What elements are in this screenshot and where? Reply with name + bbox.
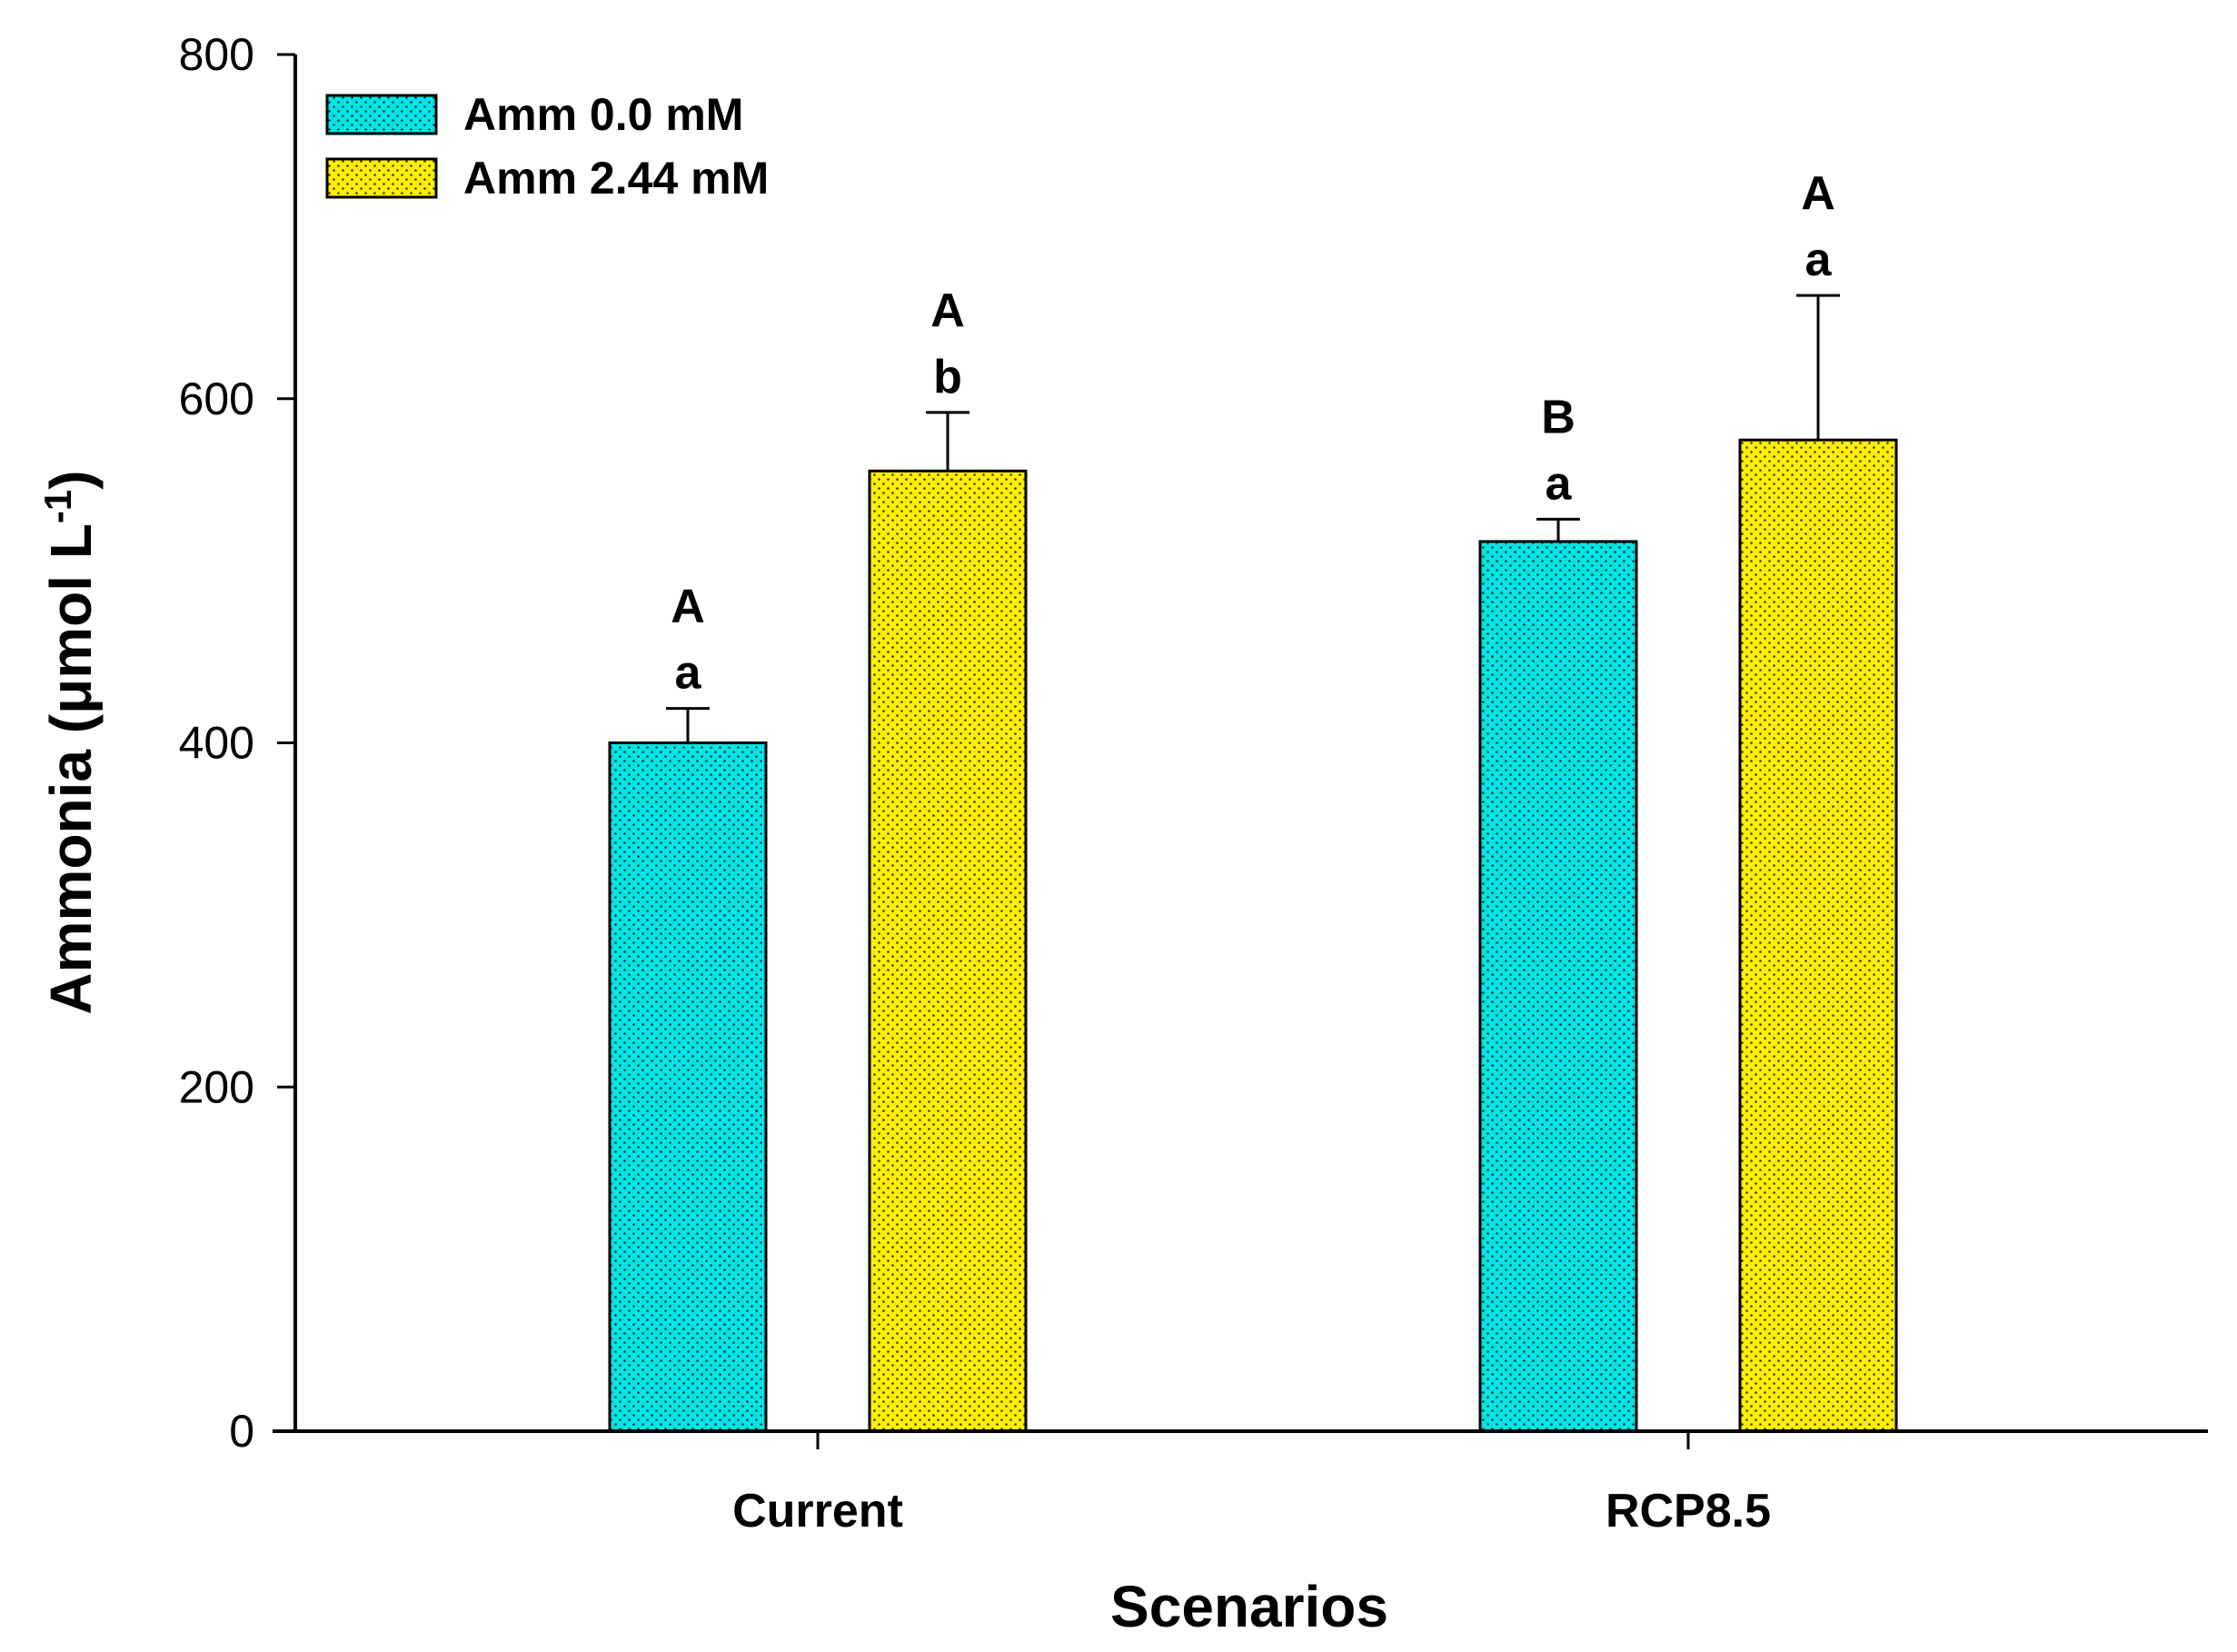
bar-rcp8-5-amm-0-0-mm	[1478, 540, 1638, 1433]
bar-current-amm-2-44-mm	[868, 469, 1028, 1433]
bar-rcp8-5-amm-0-0-mm-upper-letter: B	[1541, 391, 1576, 443]
bar-rcp8-5-amm-2-44-mm-upper-letter: A	[1801, 167, 1835, 220]
y-axis-title: Ammonia (μmol L-1)	[36, 470, 104, 1014]
bars-layer	[608, 438, 1898, 1433]
y-axis-title-main: Ammonia (μmol L	[38, 523, 104, 1015]
x-axis-title: Scenarios	[1110, 1574, 1388, 1639]
bar-current-amm-2-44-mm-lower-letter: b	[933, 351, 962, 403]
legend-label-amm-0: Amm 0.0 mM	[463, 89, 743, 140]
x-tick-label-current: Current	[732, 1485, 903, 1538]
x-ticks: Current RCP8.5	[732, 1431, 1771, 1538]
legend-swatch-amm-2-44	[325, 157, 438, 199]
y-tick-label-200: 200	[179, 1061, 254, 1112]
y-tick-label-600: 600	[179, 373, 254, 424]
y-ticks: 0 200 400 600 800	[179, 29, 295, 1457]
y-tick-label-800: 800	[179, 29, 254, 80]
bar-rcp8-5-amm-2-44-mm	[1738, 438, 1898, 1433]
legend-swatch-amm-0	[325, 94, 438, 135]
bar-current-amm-0-0-mm-upper-letter: A	[671, 581, 705, 633]
x-tick-label-rcp8-5: RCP8.5	[1606, 1485, 1771, 1538]
y-tick-label-400: 400	[179, 718, 254, 769]
legend: Amm 0.0 mM Amm 2.44 mM	[325, 89, 769, 204]
y-tick-label-0: 0	[229, 1406, 254, 1457]
legend-label-amm-2-44: Amm 2.44 mM	[463, 153, 769, 204]
y-axis-title-superscript: -1	[36, 490, 79, 523]
y-axis-title-close: )	[38, 470, 104, 489]
bar-current-amm-2-44-mm-upper-letter: A	[930, 284, 965, 337]
bar-current-amm-0-0-mm-lower-letter: a	[675, 647, 702, 700]
bar-rcp8-5-amm-2-44-mm-lower-letter: a	[1805, 234, 1833, 286]
bar-current-amm-0-0-mm	[608, 741, 768, 1433]
error-bars-layer	[666, 294, 1840, 743]
bar-rcp8-5-amm-0-0-mm-lower-letter: a	[1546, 457, 1573, 510]
